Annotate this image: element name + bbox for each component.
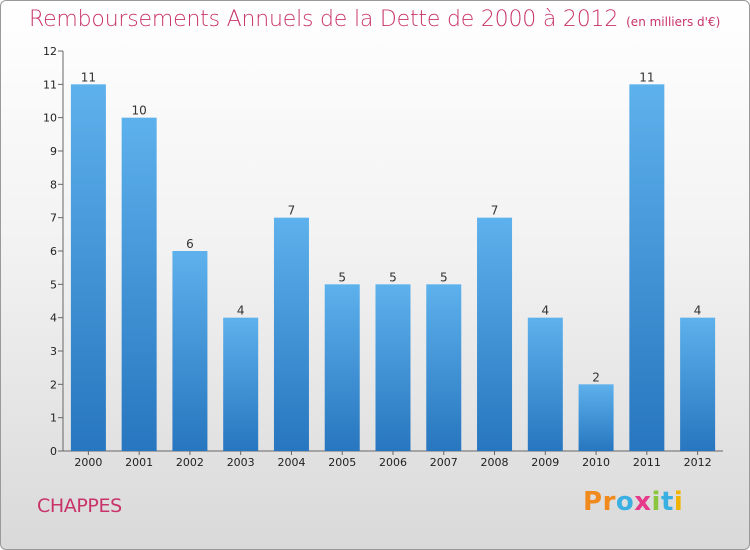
- bar-2010: [578, 384, 614, 451]
- logo-letter: o: [615, 487, 635, 517]
- logo-letter: t: [660, 487, 674, 517]
- bar-2003: [223, 317, 259, 451]
- y-tick-label: 11: [43, 78, 57, 91]
- chart-title: Remboursements Annuels de la Dette de 20…: [29, 7, 720, 32]
- x-tick-label: 2004: [277, 456, 305, 469]
- x-tick-label: 2002: [176, 456, 204, 469]
- x-tick-label: 2007: [430, 456, 458, 469]
- x-tick-label: 2012: [684, 456, 712, 469]
- bar-2002: [172, 251, 208, 451]
- bar-2005: [324, 284, 360, 451]
- data-label: 5: [440, 270, 448, 284]
- y-tick-label: 0: [50, 445, 57, 458]
- y-tick-label: 12: [43, 45, 57, 58]
- data-label: 5: [338, 270, 346, 284]
- city-name: CHAPPES: [37, 495, 122, 517]
- y-tick-label: 4: [50, 312, 57, 325]
- bar-2006: [375, 284, 411, 451]
- x-tick-label: 2008: [481, 456, 509, 469]
- x-tick-label: 2010: [582, 456, 610, 469]
- logo-letter: r: [602, 487, 616, 517]
- bar-2011: [629, 84, 665, 451]
- y-tick-label: 3: [50, 345, 57, 358]
- data-label: 7: [491, 204, 499, 218]
- bars-group: [70, 84, 716, 452]
- bar-2001: [121, 117, 157, 452]
- logo-letter: P: [583, 487, 603, 517]
- logo-letter: x: [634, 487, 652, 517]
- chart-title-text: Remboursements Annuels de la Dette de 20…: [29, 7, 619, 32]
- data-label: 2: [592, 370, 600, 384]
- chart-unit-label: (en milliers d'€): [626, 15, 721, 29]
- x-tick-label: 2003: [227, 456, 255, 469]
- logo-letter: i: [673, 487, 684, 517]
- data-label: 11: [639, 70, 654, 84]
- bar-2012: [680, 317, 716, 451]
- y-tick-label: 6: [50, 245, 57, 258]
- data-labels-group: 11 10 6 4 7 5 5 5 7 4 2 11 4: [81, 70, 702, 384]
- data-label: 5: [389, 270, 397, 284]
- x-tick-label: 2009: [531, 456, 559, 469]
- x-tick-label: 2005: [328, 456, 356, 469]
- y-tick-label: 9: [50, 145, 57, 158]
- y-tick-label: 10: [43, 112, 57, 125]
- bar-2004: [273, 217, 309, 451]
- y-tick-label: 7: [50, 212, 57, 225]
- y-tick-label: 8: [50, 178, 57, 191]
- x-tick-label: 2011: [633, 456, 661, 469]
- bar-2008: [477, 217, 513, 451]
- data-label: 11: [81, 70, 96, 84]
- data-label: 10: [132, 104, 147, 118]
- y-tick-label: 1: [50, 412, 57, 425]
- bar-2009: [527, 317, 563, 451]
- data-label: 4: [541, 304, 549, 318]
- data-label: 6: [186, 237, 194, 251]
- y-tick-label: 2: [50, 378, 57, 391]
- logo-letter: i: [651, 487, 661, 517]
- x-tick-label: 2000: [74, 456, 102, 469]
- data-label: 4: [237, 304, 245, 318]
- x-tick-label: 2001: [125, 456, 153, 469]
- y-tick-label: 5: [50, 278, 57, 291]
- x-tick-label: 2006: [379, 456, 407, 469]
- bar-2000: [70, 84, 106, 451]
- bar-2007: [426, 284, 462, 451]
- data-label: 4: [694, 304, 702, 318]
- data-label: 7: [288, 204, 296, 218]
- proxiti-logo[interactable]: Proxiti: [583, 487, 683, 517]
